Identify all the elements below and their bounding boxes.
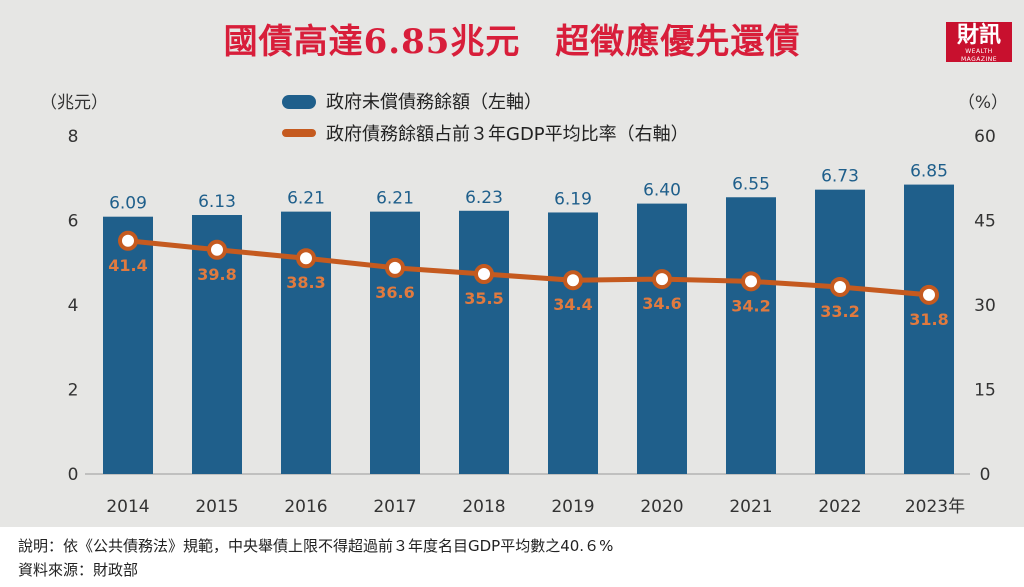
legend-bar-swatch (282, 95, 316, 109)
right-tick-label: 30 (974, 296, 996, 316)
bar-value-label: 6.13 (198, 192, 236, 212)
left-tick-label: 0 (68, 465, 79, 485)
line-value-label: 34.4 (553, 295, 592, 314)
bar-2014 (103, 216, 153, 474)
bar-series (103, 184, 954, 474)
category-label: 2015 (195, 497, 238, 517)
bar-value-label: 6.23 (465, 188, 503, 208)
left-axis-unit: （兆元） (40, 93, 108, 113)
bar-value-label: 6.09 (109, 194, 147, 214)
category-label: 2022 (818, 497, 861, 517)
legend-line-swatch (282, 129, 316, 137)
line-point (474, 264, 494, 285)
category-label: 2019 (551, 497, 594, 517)
right-tick-label: 0 (980, 465, 991, 485)
bar-value-label: 6.55 (732, 174, 770, 194)
line-point (385, 257, 405, 278)
bar-value-label: 6.21 (287, 189, 325, 209)
line-series (118, 230, 939, 305)
note-source: 資料來源：財政部 (18, 561, 139, 579)
bar-2020 (637, 203, 687, 474)
bar-2022 (815, 189, 865, 474)
logo-subtext: WEALTH MAGAZINE (960, 48, 998, 63)
bar-2019 (548, 212, 598, 474)
line-point (741, 271, 761, 292)
bar-value-label: 6.40 (643, 181, 681, 201)
category-label: 2020 (640, 497, 683, 517)
right-tick-label: 15 (974, 381, 996, 401)
left-tick-label: 2 (68, 381, 79, 401)
legend-bar-label: 政府未償債務餘額（左軸） (326, 92, 542, 113)
category-label: 2018 (462, 497, 505, 517)
line-point (830, 276, 850, 297)
right-tick-label: 45 (974, 212, 996, 232)
line-value-label: 41.4 (108, 256, 147, 275)
line-point (919, 284, 939, 305)
bar-value-label: 6.73 (821, 167, 859, 187)
right-axis-unit: （%） (958, 93, 1008, 113)
bar-2017 (370, 211, 420, 474)
bar-2018 (459, 210, 509, 474)
left-tick-label: 8 (68, 127, 79, 147)
line-point (207, 239, 227, 260)
bar-value-label: 6.19 (554, 189, 592, 209)
line-point (296, 248, 316, 269)
chart-title: 國債高達6.85兆元 超徵應優先還債 (223, 22, 801, 62)
category-label: 2021 (729, 497, 772, 517)
line-value-label: 36.6 (375, 283, 414, 302)
legend-line-label: 政府債務餘額占前３年GDP平均比率（右軸） (326, 124, 689, 145)
line-value-label: 34.2 (731, 296, 770, 315)
category-label: 2017 (373, 497, 416, 517)
right-tick-label: 60 (974, 127, 996, 147)
line-value-label: 38.3 (286, 273, 325, 292)
bar-2023年 (904, 184, 954, 474)
line-value-label: 34.6 (642, 294, 681, 313)
left-tick-label: 6 (68, 212, 79, 232)
line-path (127, 238, 930, 298)
combo-chart: 0 2 4 6 8 0 15 30 45 60 6.09 2014 6.13 2015 6.21 2016 6.… (40, 92, 1008, 517)
note-explanation: 說明：依《公共債務法》規範，中央舉債上限不得超過前３年度名目GDP平均數之40.… (18, 537, 614, 555)
category-label: 2014 (106, 497, 149, 517)
bar-value-label: 6.85 (910, 162, 948, 182)
line-value-label: 39.8 (197, 265, 236, 284)
chart-labels: 0 2 4 6 8 0 15 30 45 60 6.09 2014 6.13 2015 6.21 2016 6.… (68, 127, 996, 517)
footnotes: 說明：依《公共債務法》規範，中央舉債上限不得超過前３年度名目GDP平均數之40.… (18, 534, 613, 582)
logo-text: 財訊 (956, 22, 1001, 48)
line-point (118, 230, 138, 251)
line-point (563, 270, 583, 291)
wealth-magazine-logo: 財訊 WEALTH MAGAZINE (946, 22, 1012, 63)
category-label: 2016 (284, 497, 327, 517)
line-value-label: 31.8 (909, 310, 948, 329)
left-tick-label: 4 (68, 296, 79, 316)
bar-2021 (726, 197, 776, 474)
line-value-label: 35.5 (464, 289, 503, 308)
bar-value-label: 6.21 (376, 189, 414, 209)
line-value-label: 33.2 (820, 302, 859, 321)
line-point (652, 269, 672, 290)
category-label: 2023年 (905, 497, 965, 517)
